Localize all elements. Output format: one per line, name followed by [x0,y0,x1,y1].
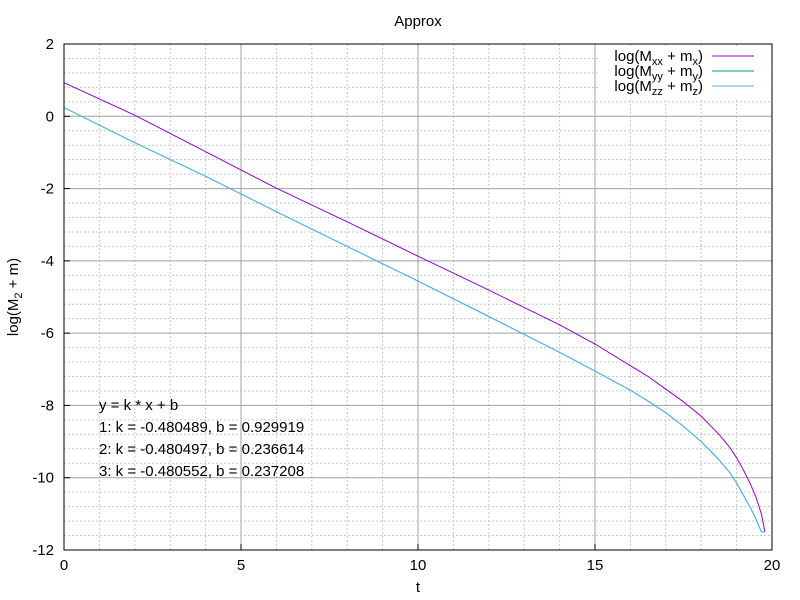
grid [64,44,772,550]
legend-label-end: ) [698,48,703,65]
y-tick-label: -10 [32,470,54,487]
fit-annotation-line: 1: k = -0.480489, b = 0.929919 [99,419,304,436]
y-tick-label: -4 [41,253,54,270]
y-axis-label-end: + m) [5,258,22,293]
fit-annotations: y = k * x + b 1: k = -0.480489, b = 0.929… [99,397,304,480]
y-axis-label-main: log(M [5,299,22,337]
legend-label-sub: y [693,71,699,83]
legend-label-sub: x [693,56,699,68]
series-line-3 [63,107,765,533]
legend-label-mid: + m [663,78,693,95]
fit-annotation-line: 2: k = -0.480497, b = 0.236614 [99,441,304,458]
legend-label-mid: + m [663,48,693,65]
series-group [63,82,766,533]
x-tick-label: 0 [60,557,68,574]
x-axis-label: t [416,579,421,596]
legend-label-sub: xx [652,56,664,68]
legend-label-end: ) [698,63,703,80]
legend-label-mid: + m [663,63,693,80]
fit-annotation-line: 3: k = -0.480552, b = 0.237208 [99,463,304,480]
y-axis-label: log(M2 + m) [5,258,25,336]
legend-label-1: log(Mxx + mx) [614,48,703,68]
x-tick-label: 15 [587,557,604,574]
y-tick-label: 0 [46,108,54,125]
chart-title: Approx [394,13,442,30]
y-tick-label: -2 [41,181,54,198]
legend-label-end: ) [698,78,703,95]
legend: log(Mxx + mx)log(Myy + my)log(Mzz + mz) [600,46,770,98]
legend-label-main: log(M [614,63,652,80]
legend-label-2: log(Myy + my) [614,63,703,83]
x-tick-label: 5 [237,557,245,574]
x-tick-label: 10 [410,557,427,574]
y-tick-label: 2 [46,36,54,53]
legend-background [600,46,770,98]
legend-label-main: log(M [614,78,652,95]
series-line-1 [63,82,766,532]
x-tick-label: 20 [764,557,781,574]
fit-annotation-line: y = k * x + b [99,397,178,414]
y-tick-label: -12 [32,542,54,559]
y-tick-label: -6 [41,325,54,342]
legend-label-main: log(M [614,48,652,65]
legend-label-sub: yy [652,71,664,83]
legend-label-3: log(Mzz + mz) [614,78,703,98]
y-axis-label-sub: 2 [13,292,25,298]
legend-label-sub: z [693,86,699,98]
y-tick-label: -8 [41,397,54,414]
legend-label-sub: zz [652,86,663,98]
